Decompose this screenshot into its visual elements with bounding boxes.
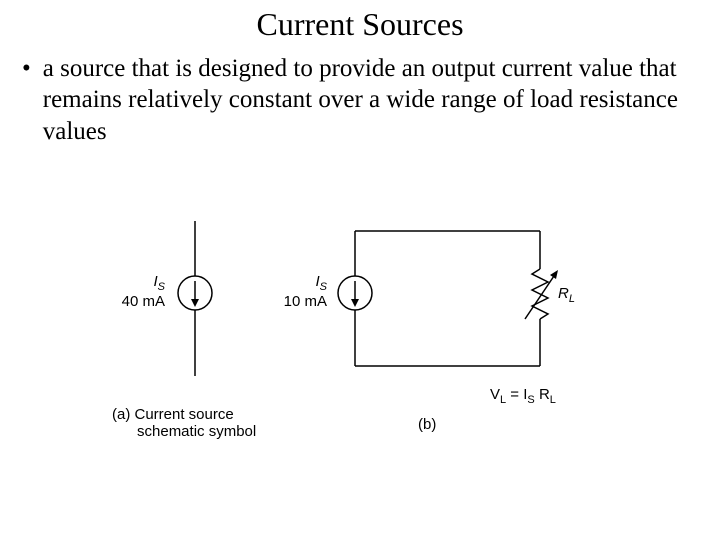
- bullet-dot: •: [22, 53, 31, 84]
- circuit-b: [338, 231, 558, 366]
- label-b-is: IS 10 mA: [272, 273, 327, 310]
- circuit-a: [178, 221, 212, 376]
- label-a-is: IS 40 mA: [110, 273, 165, 310]
- circuit-svg: [100, 221, 620, 481]
- bullet-item: • a source that is designed to provide a…: [22, 53, 690, 147]
- bullet-text: a source that is designed to provide an …: [43, 53, 690, 147]
- caption-a: (a) Current source schematic symbol: [112, 406, 256, 440]
- body-text: • a source that is designed to provide a…: [22, 53, 690, 147]
- page-title: Current Sources: [0, 6, 720, 43]
- formula-vl: VL = IS RL: [490, 386, 556, 406]
- label-b-rl: RL: [558, 285, 575, 305]
- figure-area: IS 40 mA IS 10 mA RL VL = IS RL (a) Curr…: [100, 221, 620, 481]
- caption-b: (b): [418, 416, 436, 433]
